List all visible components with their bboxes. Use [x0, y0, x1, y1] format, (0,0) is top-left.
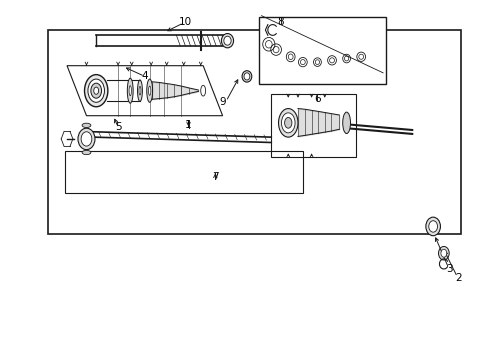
Ellipse shape — [78, 128, 95, 150]
Ellipse shape — [81, 132, 92, 146]
Text: 3: 3 — [446, 264, 452, 274]
Ellipse shape — [127, 78, 133, 103]
Ellipse shape — [88, 79, 104, 102]
Ellipse shape — [221, 33, 233, 48]
Ellipse shape — [91, 83, 102, 98]
Text: 2: 2 — [454, 273, 461, 283]
Ellipse shape — [281, 113, 294, 133]
Ellipse shape — [84, 75, 108, 107]
Ellipse shape — [242, 71, 251, 82]
Ellipse shape — [139, 86, 141, 95]
Ellipse shape — [425, 217, 440, 236]
Ellipse shape — [284, 117, 291, 128]
Text: 8: 8 — [277, 17, 284, 27]
Bar — [271, 94, 356, 157]
Ellipse shape — [137, 80, 142, 102]
Text: 10: 10 — [178, 17, 191, 27]
Ellipse shape — [342, 112, 350, 134]
Bar — [47, 30, 460, 234]
Text: 6: 6 — [313, 94, 320, 104]
Ellipse shape — [428, 221, 437, 232]
Ellipse shape — [129, 86, 131, 96]
Ellipse shape — [82, 150, 91, 155]
Text: 1: 1 — [185, 120, 191, 130]
Ellipse shape — [148, 86, 150, 95]
Text: 4: 4 — [141, 71, 148, 81]
Ellipse shape — [146, 79, 152, 102]
Ellipse shape — [82, 123, 91, 127]
Text: 9: 9 — [219, 97, 225, 107]
Ellipse shape — [440, 249, 446, 257]
Bar — [64, 152, 302, 193]
Text: 5: 5 — [115, 122, 121, 132]
Ellipse shape — [244, 73, 249, 80]
Bar — [259, 18, 385, 84]
Ellipse shape — [438, 247, 448, 260]
Text: 7: 7 — [212, 172, 218, 182]
Ellipse shape — [224, 36, 231, 45]
Ellipse shape — [94, 87, 99, 94]
Ellipse shape — [278, 109, 297, 137]
